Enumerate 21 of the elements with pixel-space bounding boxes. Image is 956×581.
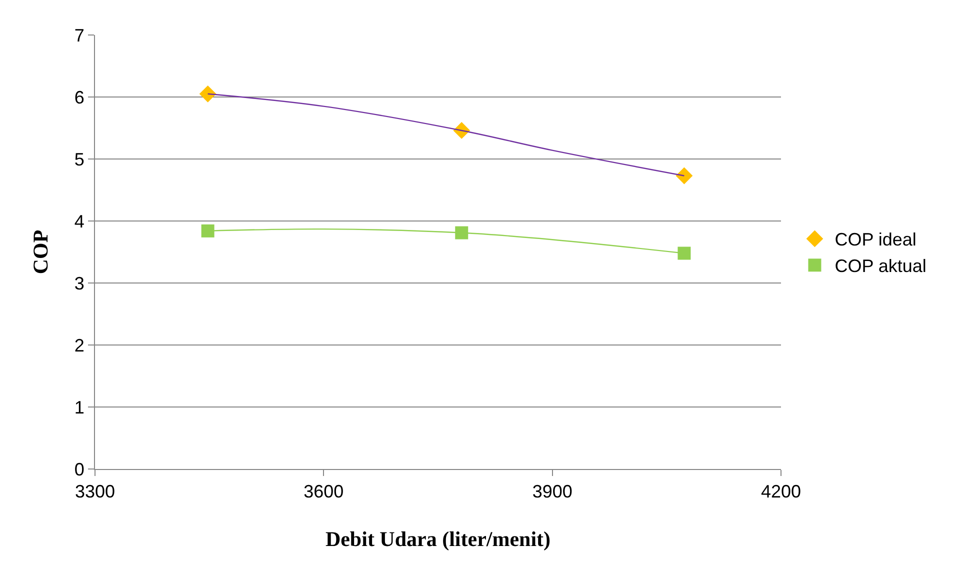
x-tick-label: 3600 <box>304 482 344 502</box>
y-tick-label: 2 <box>74 335 84 356</box>
y-tick-label: 1 <box>74 397 84 418</box>
x-tick-label: 3300 <box>74 482 116 502</box>
legend-label: COP ideal <box>834 230 916 250</box>
y-tick-label: 5 <box>74 149 84 170</box>
y-tick-label: 4 <box>74 211 84 232</box>
y-axis-title: COP <box>28 230 53 274</box>
y-tick-label: 6 <box>74 87 84 108</box>
y-tick-label: 3 <box>74 273 84 294</box>
x-tick-label: 3900 <box>532 482 572 502</box>
point <box>678 246 691 260</box>
legend-label: COP aktual <box>834 256 926 276</box>
point <box>199 85 216 102</box>
point <box>676 167 693 184</box>
y-tick-label: 7 <box>74 25 84 46</box>
point <box>455 226 468 240</box>
y-tick-label: 0 <box>74 459 84 480</box>
x-tick-label: 4200 <box>760 482 802 502</box>
x-axis-title: Debit Udara (liter/menit) <box>325 526 551 551</box>
point <box>201 224 214 238</box>
